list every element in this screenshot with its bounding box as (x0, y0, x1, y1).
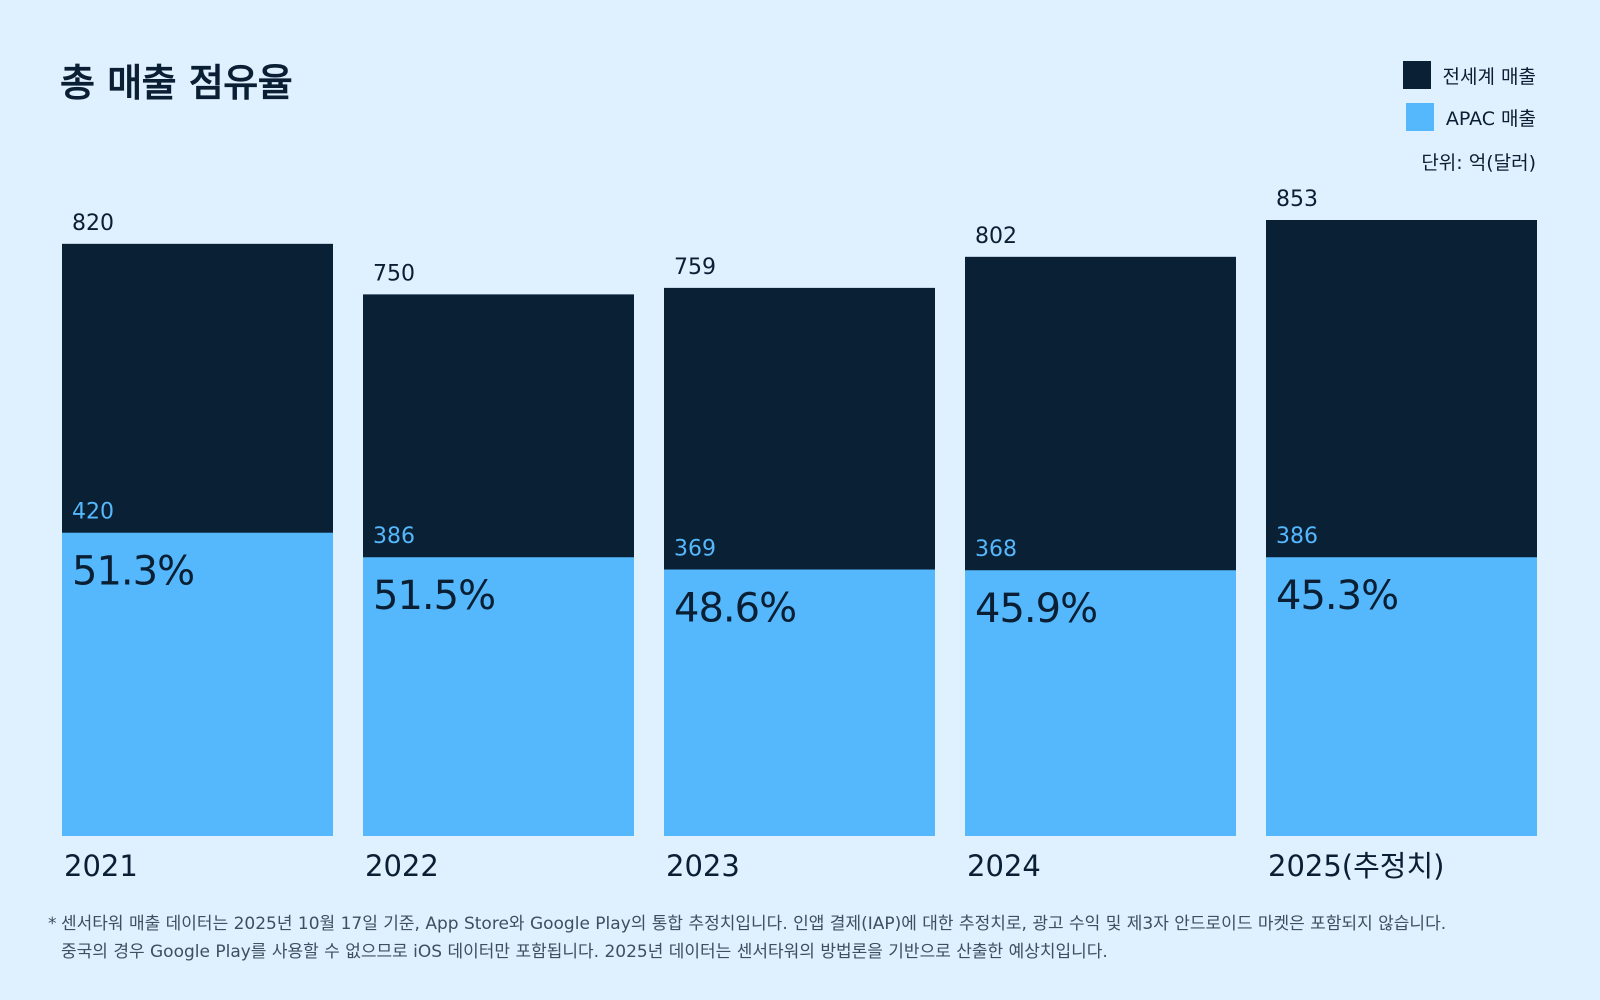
share-label-2024: 45.9% (975, 586, 1097, 632)
value-label-worldwide-2021: 820 (72, 211, 114, 236)
bar-apac-2023 (664, 569, 935, 836)
chart-title: 총 매출 점유율 (60, 61, 293, 105)
unit-label: 단위: 억(달러) (1421, 152, 1536, 174)
footnote-text: 센서타워 매출 데이터는 2025년 10월 17일 기준, App Store… (61, 914, 1447, 962)
share-label-2022: 51.5% (373, 573, 495, 619)
bar-apac-2024 (965, 570, 1236, 836)
legend-swatch-apac (1405, 103, 1434, 131)
share-label-2025(추정치): 45.3% (1276, 573, 1398, 619)
legend: 전세계 매출 APAC 매출 (1402, 60, 1536, 144)
legend-swatch-worldwide (1402, 61, 1431, 89)
x-tick-label-2023: 2023 (666, 849, 740, 883)
share-label-2021: 51.3% (72, 549, 194, 595)
legend-label-worldwide: 전세계 매출 (1442, 65, 1536, 88)
bar-chart: 820 420 51.3% 2021 750 386 51.5% 2022 759 369 48.6… (62, 187, 1537, 883)
x-tick-label-2024: 2024 (967, 849, 1041, 883)
footnote: * 센서타워 매출 데이터는 2025년 10월 17일 기준, App Sto… (48, 910, 1558, 966)
bar-apac-2022 (363, 557, 634, 836)
value-label-apac-2024: 368 (975, 537, 1017, 562)
x-tick-label-2021: 2021 (64, 849, 138, 883)
share-label-2023: 48.6% (674, 586, 796, 632)
legend-label-apac: APAC 매출 (1445, 107, 1536, 130)
value-label-apac-2022: 386 (373, 524, 415, 549)
value-label-apac-2023: 369 (674, 537, 716, 562)
value-label-worldwide-2023: 759 (674, 255, 716, 280)
x-tick-label-2022: 2022 (365, 849, 439, 883)
value-label-apac-2021: 420 (72, 500, 114, 525)
footnote-marker: * (48, 914, 57, 934)
legend-item-apac: APAC 매출 (1403, 102, 1536, 132)
value-label-worldwide-2025(추정치): 853 (1276, 187, 1318, 212)
value-label-apac-2025(추정치): 386 (1276, 524, 1318, 549)
bar-apac-2025(추정치) (1266, 557, 1537, 836)
value-label-worldwide-2024: 802 (975, 224, 1017, 249)
value-label-worldwide-2022: 750 (373, 261, 415, 286)
x-tick-label-2025(추정치): 2025(추정치) (1268, 849, 1444, 883)
legend-item-worldwide: 전세계 매출 (1402, 60, 1536, 90)
bar-apac-2021 (62, 532, 333, 836)
